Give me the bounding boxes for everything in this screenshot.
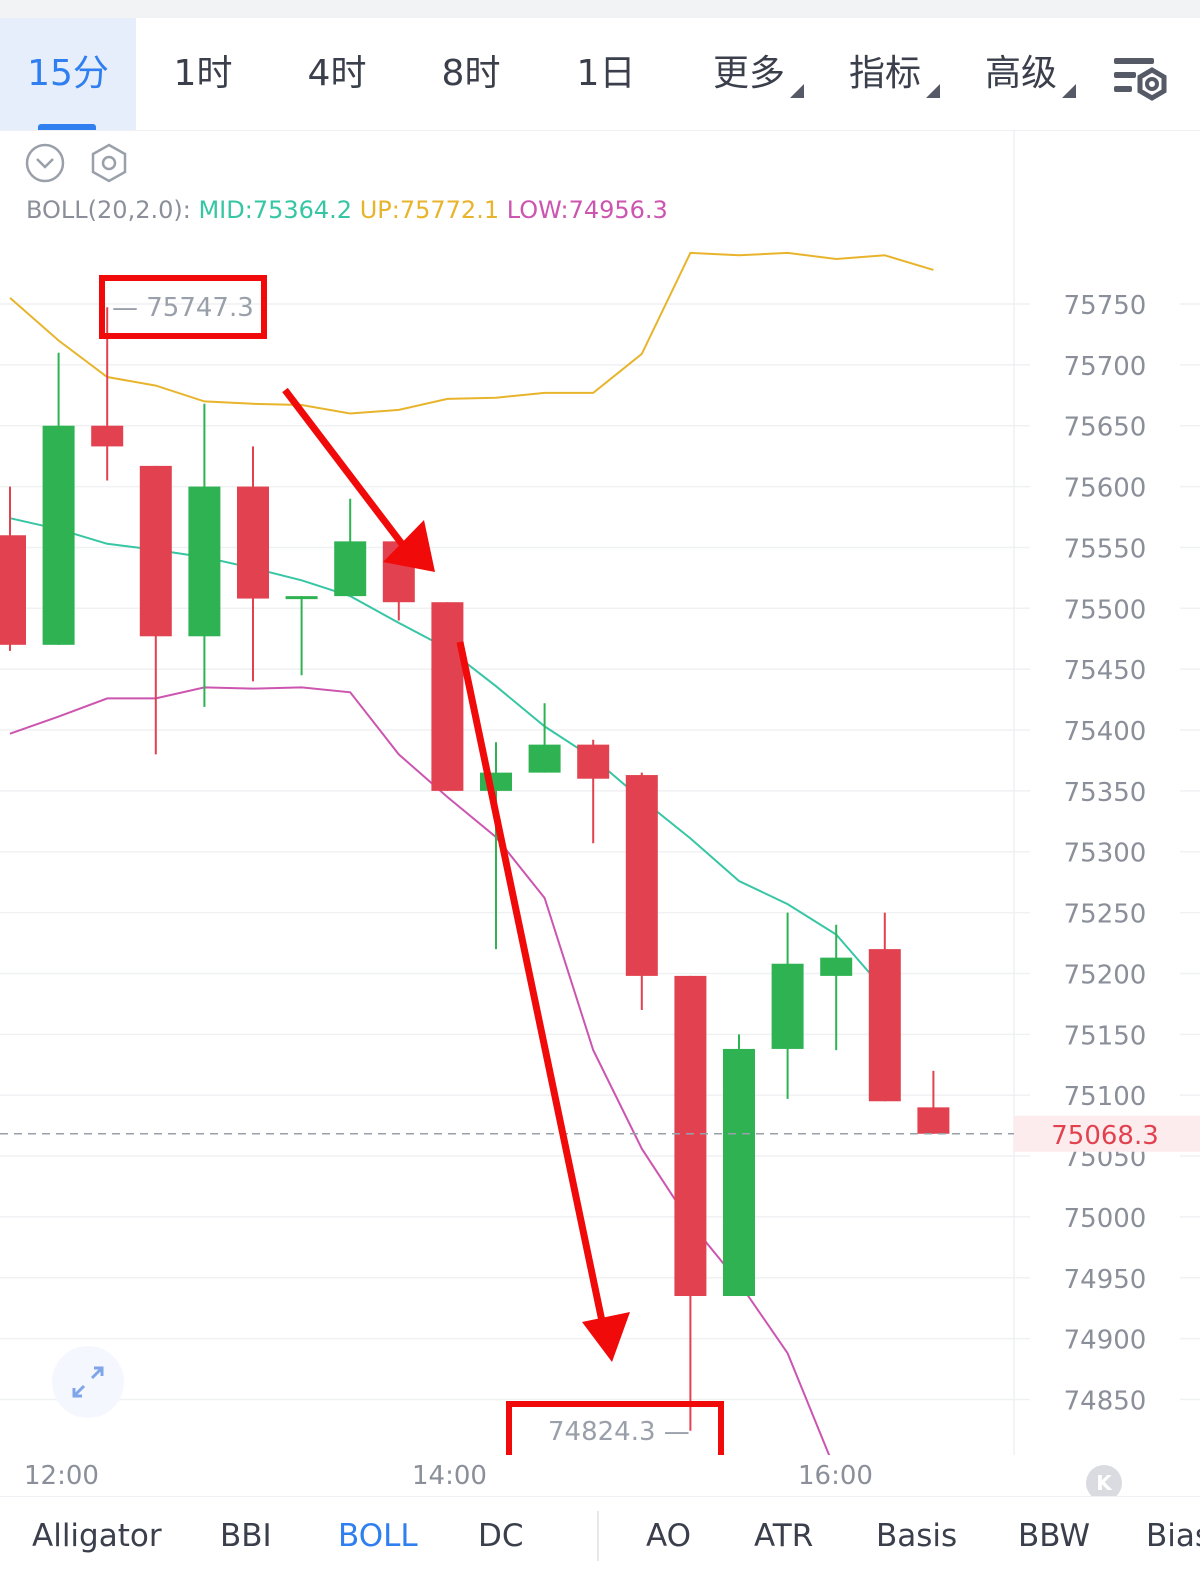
indicator-tabs: Alligator BBI BOLL DC AO ATR Basis BBW B…	[0, 1496, 1200, 1575]
status-strip	[0, 0, 1200, 18]
indicator-bbi[interactable]: BBI	[220, 1518, 272, 1554]
tab-label: 更多	[712, 53, 785, 94]
time-axis: 12:00 14:00 16:00	[0, 1455, 1200, 1495]
candlestick-chart[interactable]: 75750 75700 75650 75600 75550 75500 75450 75400…	[0, 130, 1200, 1455]
price-label: 75250	[1064, 900, 1147, 930]
hexagon-settings-icon[interactable]	[88, 142, 130, 188]
price-label: 75350	[1064, 778, 1147, 808]
min-price-label: 74824.3 —	[548, 1417, 690, 1447]
chart-settings-icon[interactable]	[1110, 52, 1170, 112]
candle-body	[285, 596, 318, 600]
indicator-basis[interactable]: Basis	[876, 1518, 958, 1554]
time-label: 16:00	[798, 1461, 873, 1491]
tab-4h[interactable]: 4时	[270, 18, 404, 130]
tab-label: 指标	[848, 53, 921, 94]
annotation-arrow-shaft	[282, 387, 408, 551]
time-label: 12:00	[24, 1461, 99, 1491]
current-price-value: 75068.3	[1051, 1121, 1159, 1151]
indicator-boll[interactable]: BOLL	[338, 1518, 418, 1554]
candle-body	[188, 486, 221, 637]
candle-body	[820, 957, 853, 976]
candle-body	[91, 425, 124, 447]
candle-body	[577, 744, 610, 779]
legend-up-value: 75772.1	[399, 196, 500, 224]
price-label: 75650	[1064, 413, 1147, 443]
indicator-bias[interactable]: Bias	[1146, 1518, 1200, 1554]
candle-body	[723, 1048, 755, 1297]
annotation-arrow-shaft	[456, 641, 607, 1327]
tab-advanced[interactable]: 高级	[966, 18, 1076, 130]
tab-more[interactable]: 更多	[694, 18, 804, 130]
price-label: 74900	[1064, 1326, 1147, 1356]
price-label: 75000	[1064, 1204, 1147, 1234]
candle-body	[868, 949, 901, 1102]
tab-label: 4时	[307, 53, 367, 94]
candle-body	[917, 1107, 950, 1134]
k-icon[interactable]: K	[1086, 1465, 1122, 1501]
legend-name: BOLL(20,2.0):	[26, 196, 191, 224]
tab-indicators[interactable]: 指标	[830, 18, 940, 130]
candle-body	[674, 975, 707, 1297]
timeframe-tabs: 15分 1时 4时 8时 1日 更多 指标 高级	[0, 18, 1200, 131]
tab-label: 15分	[27, 53, 109, 94]
dropdown-triangle-icon	[926, 84, 940, 98]
candle-body	[431, 602, 464, 791]
price-label: 74950	[1064, 1265, 1147, 1295]
current-price-tag	[1014, 1115, 1200, 1152]
tab-label: 1日	[576, 53, 636, 94]
price-label: 75300	[1064, 839, 1147, 869]
active-tab-indicator	[38, 124, 96, 130]
indicator-alligator[interactable]: Alligator	[32, 1518, 162, 1554]
indicator-atr[interactable]: ATR	[754, 1518, 814, 1554]
divider	[597, 1511, 599, 1561]
annotation-arrow-head	[582, 1312, 630, 1362]
indicator-bbw[interactable]: BBW	[1018, 1518, 1091, 1554]
tab-1d[interactable]: 1日	[538, 18, 674, 130]
expand-arrows-icon[interactable]	[52, 1346, 124, 1418]
price-label: 75200	[1064, 960, 1147, 990]
candle-body	[0, 535, 26, 645]
price-label: 75750	[1064, 291, 1147, 321]
price-label: 75500	[1064, 595, 1147, 625]
tab-label: 8时	[441, 53, 501, 94]
max-price-label: — 75747.3	[112, 293, 254, 323]
tab-1h[interactable]: 1时	[136, 18, 270, 130]
boll-low-line	[9, 686, 831, 1455]
candle-body	[42, 425, 75, 645]
candle-body	[139, 465, 172, 637]
candle-body	[528, 744, 561, 773]
price-label: 75550	[1064, 534, 1147, 564]
boll-up-line	[9, 251, 934, 415]
price-label: 75400	[1064, 717, 1147, 747]
indicator-dc[interactable]: DC	[478, 1518, 524, 1554]
chevron-down-circle-icon[interactable]	[24, 142, 66, 188]
boll-legend: BOLL(20,2.0): MID:75364.2 UP:75772.1 LOW…	[26, 196, 668, 224]
tab-8h[interactable]: 8时	[404, 18, 538, 130]
price-label: 75450	[1064, 656, 1147, 686]
price-label: 75150	[1064, 1021, 1147, 1051]
legend-low-value: 74956.3	[568, 196, 668, 224]
legend-mid-value: 75364.2	[252, 196, 353, 224]
price-label: 74850	[1064, 1386, 1147, 1416]
candle-body	[771, 963, 804, 1049]
price-label: 75700	[1064, 352, 1147, 382]
price-label: 75100	[1064, 1082, 1147, 1112]
tab-label: 1时	[173, 53, 233, 94]
tab-15m[interactable]: 15分	[0, 18, 136, 130]
candle-body	[237, 486, 269, 599]
time-label: 14:00	[412, 1461, 487, 1491]
indicator-ao[interactable]: AO	[646, 1518, 692, 1554]
candle-body	[334, 541, 367, 597]
dropdown-triangle-icon	[790, 84, 804, 98]
legend-low-label: LOW:	[506, 196, 569, 224]
candle-body	[625, 775, 658, 976]
dropdown-triangle-icon	[1062, 84, 1076, 98]
annotation-box	[99, 275, 267, 339]
annotation-box	[506, 1401, 724, 1455]
price-label: 75600	[1064, 474, 1147, 504]
legend-up-label: UP:	[359, 196, 400, 224]
annotation-arrow-head	[383, 520, 435, 572]
legend-mid-label: MID:	[198, 196, 253, 224]
tab-label: 高级	[984, 53, 1057, 94]
